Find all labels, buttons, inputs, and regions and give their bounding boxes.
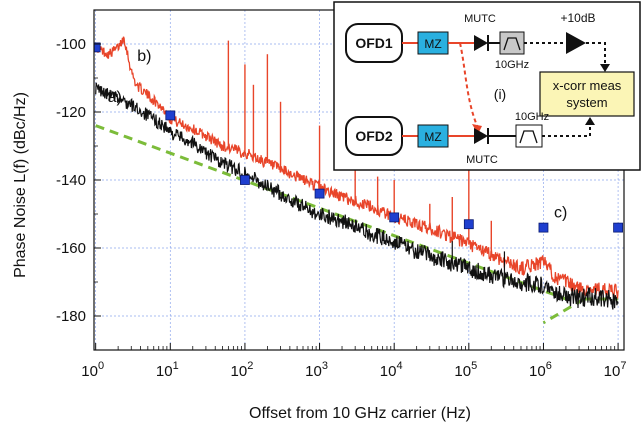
mz-label-2: MZ bbox=[424, 130, 441, 144]
x-tick-label: 107 bbox=[604, 360, 627, 380]
series-c-marker bbox=[463, 219, 474, 230]
x-tick-label: 106 bbox=[529, 360, 552, 380]
cross-path-arrowhead bbox=[472, 124, 482, 134]
x-tick-label: 103 bbox=[305, 360, 328, 380]
xcorr-meas-box bbox=[539, 71, 635, 117]
bandpass-filter-icon-2 bbox=[519, 130, 538, 144]
photodiode-icon-1 bbox=[474, 35, 488, 51]
filter-to-meas-link bbox=[542, 124, 591, 137]
y-tick-label: -160 bbox=[56, 240, 86, 257]
series-label-b: b) bbox=[137, 48, 151, 65]
axis-ticks: 100 101 102 103 104 105 106 107 -100 -120 -140 -160… bbox=[56, 9, 627, 380]
y-axis-label: Phase Noise L(f) (dBc/Hz) bbox=[12, 92, 29, 278]
mutc-label-2: MUTC bbox=[466, 154, 498, 166]
series-label-c: c) bbox=[554, 204, 567, 221]
series-c-marker bbox=[314, 188, 325, 199]
ofd2-label: OFD2 bbox=[355, 128, 393, 144]
arrowhead-icon-bottom bbox=[585, 117, 595, 125]
cross-path-i bbox=[459, 42, 479, 129]
amp-to-meas-link bbox=[586, 42, 606, 66]
filter-label-1: 10GHz bbox=[495, 59, 529, 71]
x-axis-label: Offset from 10 GHz carrier (Hz) bbox=[249, 405, 471, 422]
ofd1-label: OFD1 bbox=[355, 35, 393, 51]
x-tick-label: 100 bbox=[81, 360, 104, 380]
mz-label-1: MZ bbox=[424, 37, 441, 51]
filter-label-2: 10GHz bbox=[515, 111, 549, 123]
amplifier-gain-label: +10dB bbox=[560, 11, 595, 25]
series-label-a: a) bbox=[108, 89, 122, 106]
series-c-marker bbox=[538, 222, 549, 233]
series-a-line bbox=[95, 82, 619, 310]
y-tick-label: -100 bbox=[56, 36, 86, 53]
asymptote-dashed-line bbox=[95, 124, 567, 301]
bandpass-filter-2 bbox=[515, 124, 543, 148]
setup-inset: OFD1 MZ MUTC 10GHz +10dB x-corr meas sys… bbox=[333, 1, 641, 171]
y-tick-label: -120 bbox=[56, 104, 86, 121]
plot-area bbox=[94, 36, 623, 325]
mutc-label-1: MUTC bbox=[464, 13, 496, 25]
series-c-marker bbox=[94, 42, 101, 53]
bandpass-filter-1 bbox=[499, 31, 525, 55]
series-labels: a) b) c) bbox=[108, 48, 568, 221]
series-c-marker bbox=[389, 212, 400, 223]
amplifier-icon bbox=[566, 32, 586, 54]
bandpass-filter-icon-1 bbox=[503, 37, 521, 51]
y-tick-label: -180 bbox=[56, 308, 86, 325]
series-c-marker bbox=[165, 110, 176, 121]
cross-path-label: (i) bbox=[494, 86, 506, 102]
x-tick-label: 101 bbox=[156, 360, 179, 380]
xcorr-meas-line2: system bbox=[566, 95, 607, 110]
series-b-line bbox=[95, 36, 619, 299]
x-tick-label: 102 bbox=[231, 360, 254, 380]
x-tick-label: 104 bbox=[380, 360, 403, 380]
xcorr-meas-line1: x-corr meas bbox=[553, 78, 622, 93]
photodiode-icon-2 bbox=[474, 128, 488, 144]
series-c-marker bbox=[240, 175, 250, 185]
arrowhead-icon-top bbox=[600, 64, 610, 72]
x-tick-label: 105 bbox=[454, 360, 477, 380]
y-tick-label: -140 bbox=[56, 172, 86, 189]
series-c-marker bbox=[613, 222, 623, 233]
